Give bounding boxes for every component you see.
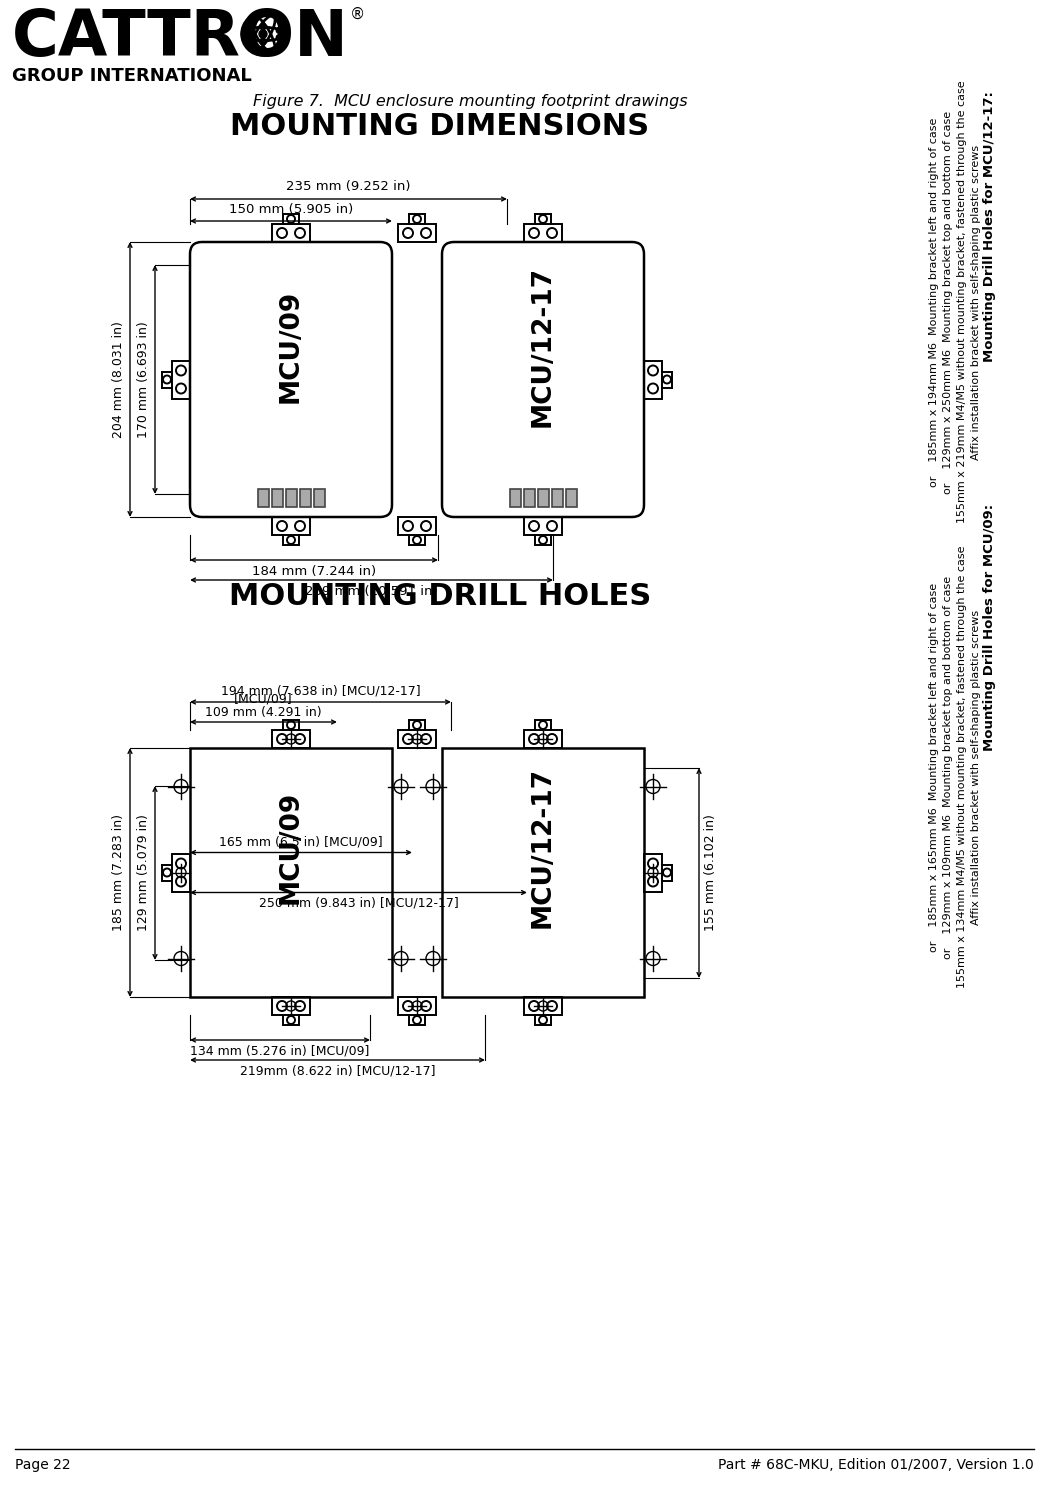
Text: Affix installation bracket with self-shaping plastic screws: Affix installation bracket with self-sha… <box>971 610 981 925</box>
Text: Part # 68C-MKU, Edition 01/2007, Version 1.0: Part # 68C-MKU, Edition 01/2007, Version… <box>719 1457 1034 1472</box>
Text: 269 mm (10.591 in): 269 mm (10.591 in) <box>305 584 437 598</box>
Bar <box>510 489 520 507</box>
Bar <box>398 225 436 242</box>
Bar <box>523 489 535 507</box>
Text: MCU/09: MCU/09 <box>278 791 304 904</box>
Bar <box>172 360 190 399</box>
Text: MOUNTING DIMENSIONS: MOUNTING DIMENSIONS <box>231 112 649 141</box>
Bar <box>552 489 562 507</box>
Bar <box>565 489 577 507</box>
Bar <box>398 996 436 1016</box>
Bar <box>524 996 562 1016</box>
Text: Figure 7.  MCU enclosure mounting footprint drawings: Figure 7. MCU enclosure mounting footpri… <box>253 94 687 109</box>
Text: Affix installation bracket with self-shaping plastic screws: Affix installation bracket with self-sha… <box>971 144 981 459</box>
Circle shape <box>259 30 267 39</box>
Bar <box>272 517 311 535</box>
Bar <box>442 748 644 996</box>
Text: MCU/12-17: MCU/12-17 <box>530 266 556 427</box>
Bar <box>257 489 269 507</box>
Text: 155 mm (6.102 in): 155 mm (6.102 in) <box>704 815 718 931</box>
Text: MOUNTING DRILL HOLES: MOUNTING DRILL HOLES <box>229 581 651 611</box>
Circle shape <box>260 24 266 30</box>
Text: GROUP INTERNATIONAL: GROUP INTERNATIONAL <box>12 67 252 85</box>
Text: 204 mm (8.031 in): 204 mm (8.031 in) <box>112 321 125 439</box>
Bar <box>272 489 282 507</box>
Bar <box>172 854 190 892</box>
Text: 155mm x 219mm M4/M5 without mounting bracket, fastened through the case: 155mm x 219mm M4/M5 without mounting bra… <box>957 80 967 523</box>
Circle shape <box>243 27 250 33</box>
Bar <box>537 489 549 507</box>
Text: 109 mm (4.291 in): 109 mm (4.291 in) <box>206 706 322 720</box>
Text: 150 mm (5.905 in): 150 mm (5.905 in) <box>229 204 354 216</box>
Text: or    129mm x 109mm M6  Mounting bracket top and bottom of case: or 129mm x 109mm M6 Mounting bracket top… <box>943 575 952 959</box>
Text: 235 mm (9.252 in): 235 mm (9.252 in) <box>286 180 411 193</box>
Bar <box>398 730 436 748</box>
Text: Page 22: Page 22 <box>15 1457 70 1472</box>
Text: MCU/12-17: MCU/12-17 <box>530 767 556 928</box>
Bar <box>272 730 311 748</box>
Bar <box>398 517 436 535</box>
Text: Mounting Drill Holes for MCU/12-17:: Mounting Drill Holes for MCU/12-17: <box>984 92 997 363</box>
Bar <box>190 748 392 996</box>
Text: 134 mm (5.276 in) [MCU/09]: 134 mm (5.276 in) [MCU/09] <box>190 1045 369 1057</box>
Text: or    129mm x 250mm M6  Mounting bracket top and bottom of case: or 129mm x 250mm M6 Mounting bracket top… <box>943 110 952 494</box>
Circle shape <box>276 34 282 40</box>
Text: Mounting Drill Holes for MCU/09:: Mounting Drill Holes for MCU/09: <box>984 504 997 751</box>
Text: 170 mm (6.693 in): 170 mm (6.693 in) <box>137 321 150 437</box>
Text: 165 mm (6.5 in) [MCU/09]: 165 mm (6.5 in) [MCU/09] <box>219 836 383 849</box>
Bar <box>644 360 662 399</box>
Text: [MCU/09]: [MCU/09] <box>234 691 293 705</box>
Circle shape <box>243 34 250 40</box>
Bar <box>644 854 662 892</box>
Text: 194 mm (7.638 in) [MCU/12-17]: 194 mm (7.638 in) [MCU/12-17] <box>220 684 421 697</box>
Text: MCU/09: MCU/09 <box>278 290 304 403</box>
Bar <box>272 225 311 242</box>
Bar <box>524 730 562 748</box>
Circle shape <box>276 27 282 33</box>
Text: 250 mm (9.843 in) [MCU/12-17]: 250 mm (9.843 in) [MCU/12-17] <box>259 897 458 910</box>
Text: CATTRON: CATTRON <box>12 7 348 68</box>
Bar <box>300 489 311 507</box>
Bar <box>314 489 324 507</box>
Bar <box>285 489 297 507</box>
Bar <box>524 225 562 242</box>
Text: or    185mm x 194mm M6  Mounting bracket left and right of case: or 185mm x 194mm M6 Mounting bracket lef… <box>929 117 939 486</box>
Text: 185 mm (7.283 in): 185 mm (7.283 in) <box>112 813 125 931</box>
Bar <box>272 996 311 1016</box>
Circle shape <box>260 39 266 45</box>
Text: 155mm x 134mm M4/M5 without mounting bracket, fastened through the case: 155mm x 134mm M4/M5 without mounting bra… <box>957 546 967 989</box>
Text: ®: ® <box>350 7 365 22</box>
Text: 219mm (8.622 in) [MCU/12-17]: 219mm (8.622 in) [MCU/12-17] <box>240 1065 435 1078</box>
Bar <box>524 517 562 535</box>
Text: 184 mm (7.244 in): 184 mm (7.244 in) <box>252 565 376 578</box>
Text: or    185mm x 165mm M6  Mounting bracket left and right of case: or 185mm x 165mm M6 Mounting bracket lef… <box>929 583 939 952</box>
Text: 129 mm (5.079 in): 129 mm (5.079 in) <box>137 815 150 931</box>
